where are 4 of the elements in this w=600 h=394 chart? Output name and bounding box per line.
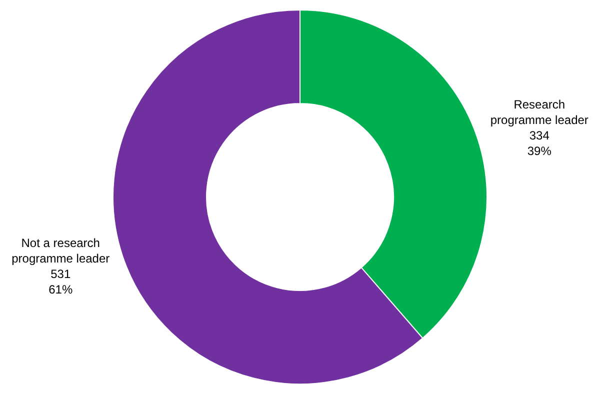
data-label: 531 61% [48,267,73,297]
slice-label: Not a research programme leader [12,236,110,266]
data-label: 334 39% [527,128,552,158]
slice-label: Research programme leader [490,97,588,127]
